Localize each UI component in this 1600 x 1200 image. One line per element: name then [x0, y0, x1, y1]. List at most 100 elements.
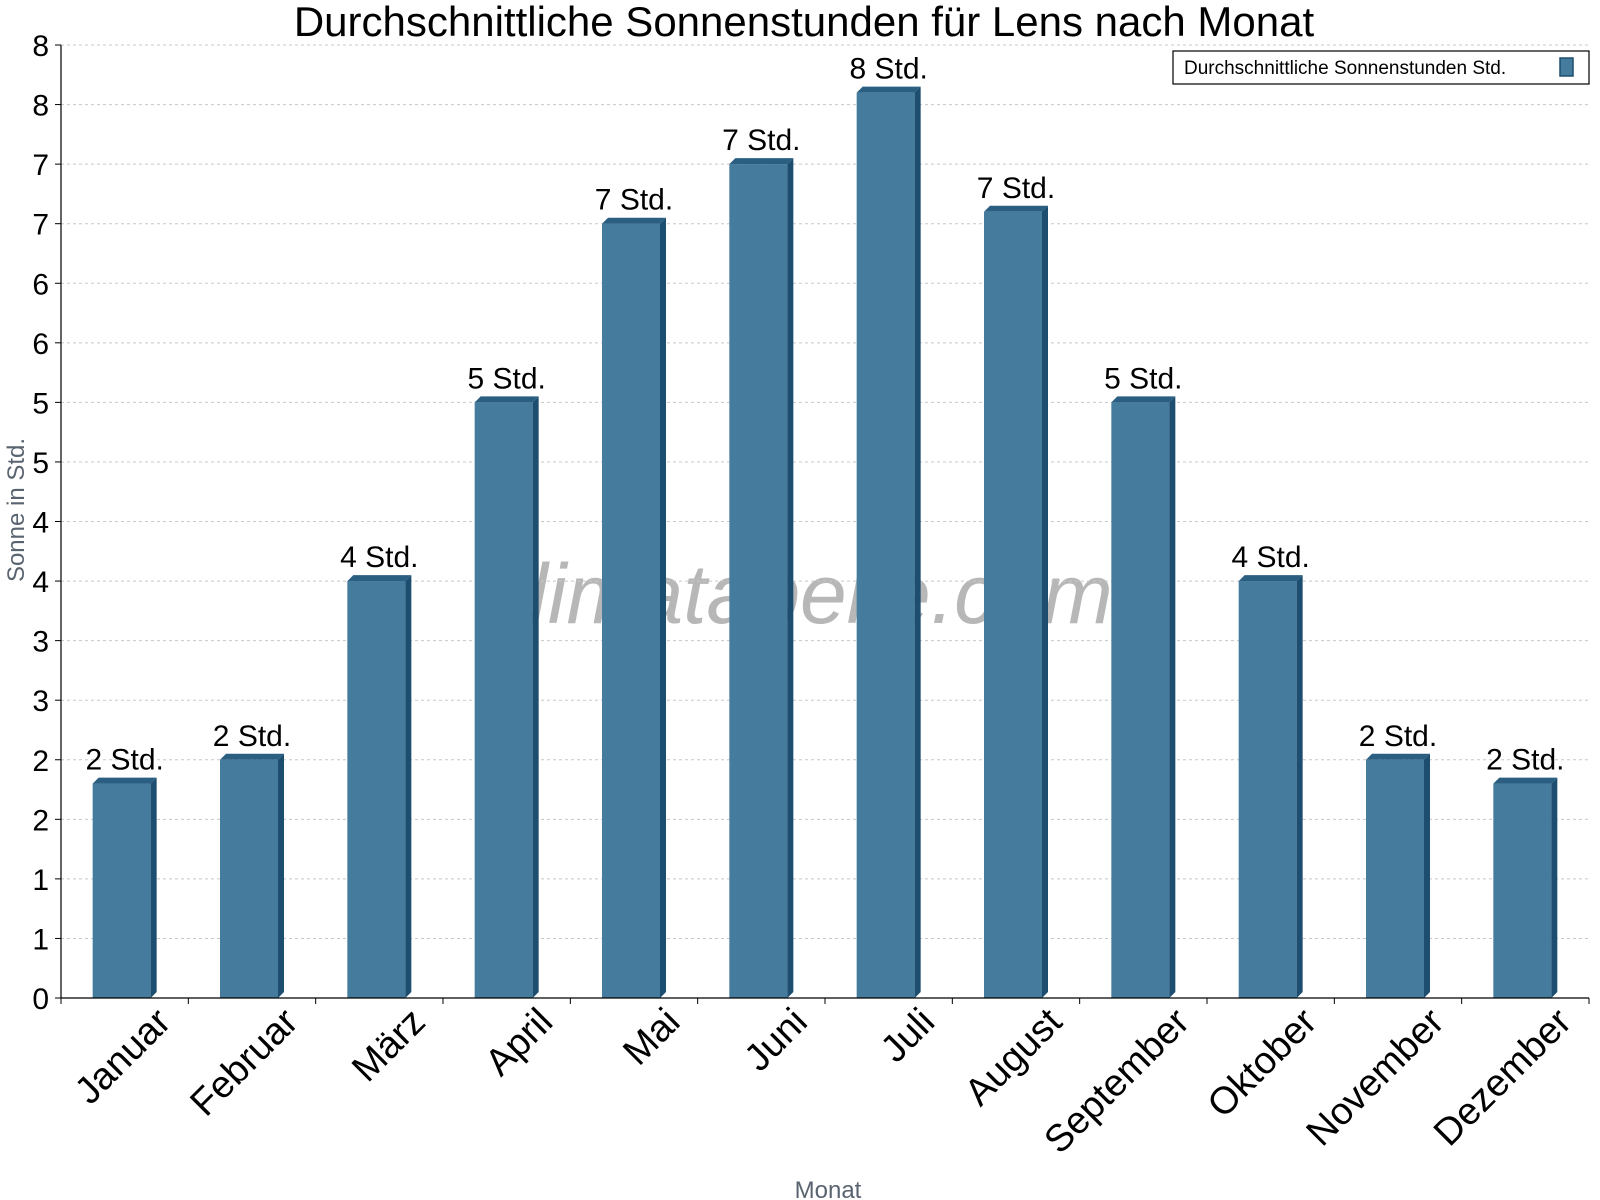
x-tick-label: Oktober: [1200, 1000, 1326, 1126]
bar-face: [856, 92, 915, 998]
bar-face: [729, 164, 788, 998]
bar-side: [914, 86, 921, 998]
bar-face: [1238, 581, 1297, 998]
data-label: 2 Std.: [85, 744, 163, 777]
y-tick-label: 6: [32, 328, 49, 361]
y-tick-label: 3: [32, 685, 49, 718]
bar-oktober: [1238, 575, 1303, 998]
bar-april: [474, 396, 539, 998]
y-tick-label: 8: [32, 30, 49, 63]
x-tick-label: Januar: [67, 1000, 179, 1112]
bar-top: [92, 777, 157, 784]
bar-top: [1111, 396, 1176, 403]
bar-side: [1551, 777, 1558, 998]
legend: Durchschnittliche Sonnenstunden Std.: [1172, 50, 1590, 85]
data-label: 5 Std.: [467, 362, 545, 395]
grid-lines: [61, 44, 1589, 939]
y-tick-label: 3: [32, 626, 49, 659]
bar-side: [660, 217, 666, 998]
y-tick-labels: 0 1 1 2 2 3 3 4 4 5 5 6 6 7 7 8 8: [32, 30, 49, 1016]
x-tick-label: Juni: [737, 1001, 816, 1080]
bar-november: [1366, 753, 1430, 998]
data-label: 2 Std.: [1486, 744, 1564, 777]
y-axis-title: Sonne in Std.: [3, 438, 30, 582]
data-label: 8 Std.: [849, 53, 927, 86]
data-label: 7 Std.: [722, 124, 800, 157]
x-tick-label: November: [1299, 1000, 1453, 1154]
bar-februar: [220, 753, 284, 998]
bar-side: [532, 396, 539, 998]
bar-face: [984, 211, 1042, 998]
x-tick-label: Mai: [615, 1001, 688, 1074]
bar-side: [278, 753, 284, 998]
bar-märz: [347, 575, 412, 998]
y-tick-label: 1: [32, 923, 49, 956]
x-tick-label: April: [478, 1001, 561, 1084]
y-tick-label: 4: [32, 566, 49, 599]
bar-top: [856, 86, 921, 93]
bar-face: [92, 783, 151, 998]
y-tick-label: 1: [32, 864, 49, 897]
y-tick-label: 2: [32, 745, 49, 778]
bar-face: [1366, 759, 1424, 998]
bar-side: [150, 777, 157, 998]
data-labels: 2 Std. 2 Std. 4 Std. 5 Std. 7 Std. 7 Std. 8 St…: [85, 53, 1564, 777]
data-label: 2 Std.: [213, 720, 291, 753]
y-tick-label: 0: [32, 983, 49, 1016]
bar-side: [1169, 396, 1176, 998]
bar-top: [347, 575, 412, 582]
bar-top: [602, 217, 666, 224]
bar-face: [1111, 402, 1170, 998]
bar-face: [474, 402, 533, 998]
x-tick-label: Dezember: [1426, 1000, 1580, 1154]
bar-januar: [92, 777, 157, 998]
bar-top: [1238, 575, 1303, 582]
bar-top: [729, 158, 794, 165]
bar-dezember: [1493, 777, 1558, 998]
bar-top: [984, 205, 1048, 212]
x-tick-labels: Januar Februar März April Mai Juni Juli AugustS…: [67, 1000, 1580, 1161]
bar-top: [220, 753, 284, 760]
x-tick-label: Juli: [873, 1001, 943, 1071]
bar-side: [787, 158, 794, 998]
y-tick-label: 4: [32, 507, 49, 540]
bar-juni: [729, 158, 794, 998]
y-tick-label: 6: [32, 268, 49, 301]
data-label: 4 Std.: [1231, 541, 1309, 574]
y-tick-label: 5: [32, 387, 49, 420]
y-tick-label: 8: [32, 90, 49, 123]
y-tick-label: 7: [32, 149, 49, 182]
bar-august: [984, 205, 1048, 998]
legend-label: Durchschnittliche Sonnenstunden Std.: [1184, 58, 1506, 79]
bar-top: [474, 396, 539, 403]
bar-september: [1111, 396, 1176, 998]
x-tick-label: Februar: [183, 1000, 307, 1124]
axes: [55, 44, 1590, 1004]
data-label: 2 Std.: [1359, 720, 1437, 753]
data-label: 4 Std.: [340, 541, 418, 574]
x-tick-label: März: [344, 1001, 433, 1090]
bar-side: [1296, 575, 1303, 998]
bar-side: [1424, 753, 1430, 998]
data-label: 7 Std.: [977, 172, 1055, 205]
bar-side: [405, 575, 412, 998]
x-tick-label: August: [957, 1000, 1071, 1114]
bar-face: [220, 759, 278, 998]
data-label: 7 Std.: [595, 184, 673, 217]
chart-title: Durchschnittliche Sonnenstunden für Lens…: [294, 0, 1315, 45]
bar-juli: [856, 86, 921, 998]
bar-face: [347, 581, 406, 998]
bar-face: [602, 223, 660, 998]
bar-face: [1493, 783, 1552, 998]
legend-swatch: [1559, 57, 1574, 77]
x-axis-title: Monat: [795, 1177, 862, 1200]
y-tick-label: 5: [32, 447, 49, 480]
legend-box: [1172, 50, 1590, 85]
bars: [92, 86, 1558, 998]
bar-top: [1493, 777, 1558, 784]
bar-mai: [602, 217, 666, 998]
bar-top: [1366, 753, 1430, 760]
y-tick-label: 2: [32, 804, 49, 837]
data-label: 5 Std.: [1104, 362, 1182, 395]
